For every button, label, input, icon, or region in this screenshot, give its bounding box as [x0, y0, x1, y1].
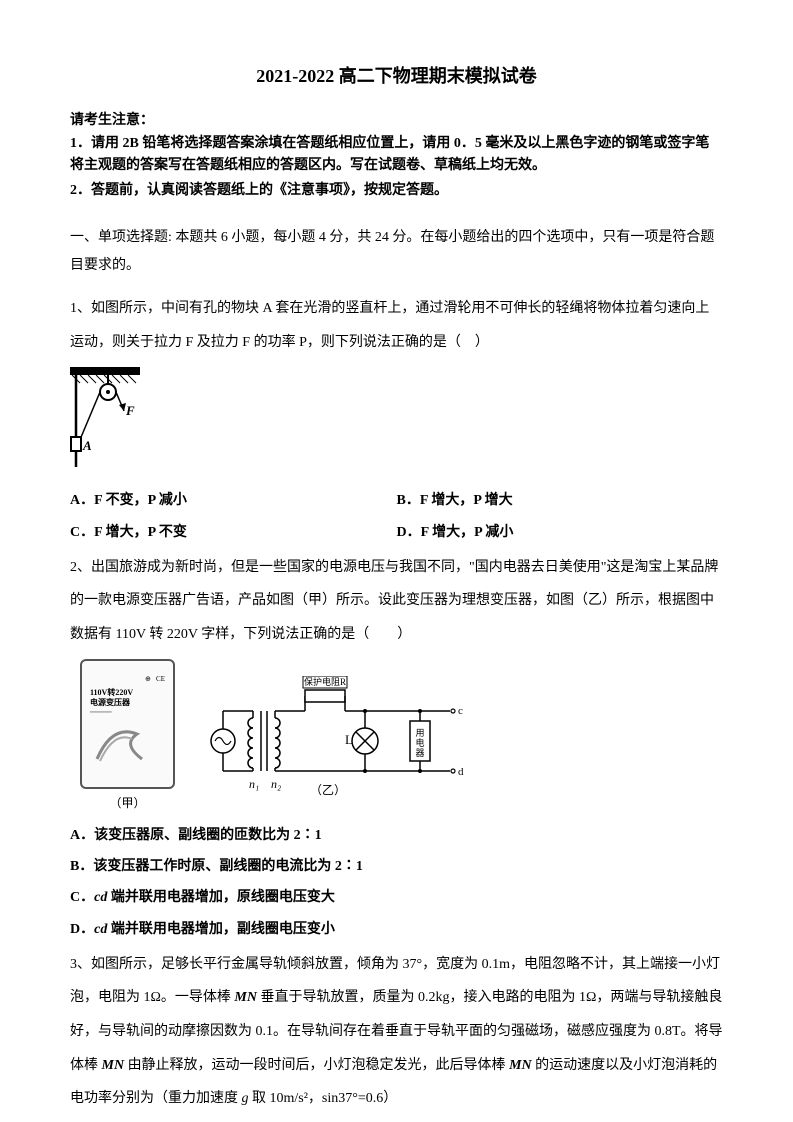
q2-option-c: C．cd 端并联用电器增加，原线圈电压变大 — [70, 885, 723, 910]
svg-text:器: 器 — [415, 748, 424, 758]
product-label-area: ⊕ CE 110V转220V 电源变压器 ━━━━━━ — [90, 675, 165, 718]
page-title: 2021-2022 高二下物理期末模拟试卷 — [70, 60, 723, 92]
q1-options-row-1: A．F 不变，P 减小 B．F 增大，P 增大 — [70, 488, 723, 513]
n2-label: n₂ — [271, 777, 281, 791]
q2-option-b: B．该变压器工作时原、副线圈的电流比为 2∶1 — [70, 854, 723, 879]
circuit-diagram: 保护电阻R c d L 用 电 器 — [205, 676, 465, 806]
notice-2: 2．答题前，认真阅读答题纸上的《注意事项》，按规定答题。 — [70, 180, 723, 202]
notice-header: 请考生注意： — [70, 110, 723, 132]
n1-label: n₁ — [249, 777, 259, 791]
q1-option-b: B．F 增大，P 增大 — [397, 488, 724, 513]
svg-text:电: 电 — [415, 737, 424, 748]
q1-option-a: A．F 不变，P 减小 — [70, 488, 397, 513]
question-1-text: 1、如图所示，中间有孔的物块 A 套在光滑的竖直杆上，通过滑轮用不可伸长的轻绳将… — [70, 292, 723, 359]
q2c-cd: cd — [94, 890, 107, 905]
question-2-figures: ⊕ CE 110V转220V 电源变压器 ━━━━━━ （甲） — [80, 659, 723, 815]
resistor-label: 保护电阻R — [304, 676, 346, 687]
svg-text:用: 用 — [415, 728, 424, 738]
q3-mn2: MN — [102, 1058, 125, 1073]
terminal-d: d — [458, 766, 464, 778]
q1-options-row-2: C．F 增大，P 不变 D．F 增大，P 减小 — [70, 520, 723, 545]
caption-yi: （乙） — [310, 783, 346, 797]
question-3-text: 3、如图所示，足够长平行金属导轨倾斜放置，倾角为 37°，宽度为 0.1m，电阻… — [70, 948, 723, 1116]
product-box: ⊕ CE 110V转220V 电源变压器 ━━━━━━ — [80, 659, 175, 789]
q2c-rest: 端并联用电器增加，原线圈电压变大 — [107, 890, 335, 905]
lamp-label: L — [345, 732, 353, 747]
question-1-figure: F A — [70, 367, 723, 476]
q1-option-d: D．F 增大，P 减小 — [397, 520, 724, 545]
product-figure: ⊕ CE 110V转220V 电源变压器 ━━━━━━ （甲） — [80, 659, 175, 815]
q3-g: g — [242, 1091, 249, 1106]
label-f: F — [125, 403, 135, 418]
section-1-intro: 一、单项选择题: 本题共 6 小题，每小题 4 分，共 24 分。在每小题给出的… — [70, 224, 723, 280]
q3-mn1: MN — [234, 990, 257, 1005]
q1-option-c: C．F 增大，P 不变 — [70, 520, 397, 545]
q2-option-a: A．该变压器原、副线圈的匝数比为 2∶1 — [70, 823, 723, 848]
terminal-c: c — [458, 705, 463, 717]
question-2-text: 2、出国旅游成为新时尚，但是一些国家的电源电压与我国不同，"国内电器去日美使用"… — [70, 551, 723, 652]
q3-p3: 由静止释放，运动一段时间后，小灯泡稳定发光，此后导体棒 — [124, 1058, 509, 1073]
caption-jia: （甲） — [80, 793, 175, 815]
product-line-1: 110V转220V — [90, 688, 165, 698]
q3-mn3: MN — [509, 1058, 532, 1073]
notice-1: 1．请用 2B 铅笔将选择题答案涂填在答题纸相应位置上，请用 0．5 毫米及以上… — [70, 133, 723, 178]
q2-option-d: D．cd 端并联用电器增加，副线圈电压变小 — [70, 917, 723, 942]
pulley-diagram: F A — [70, 367, 140, 467]
swirl-icon — [92, 719, 152, 769]
q2d-cd: cd — [94, 922, 107, 937]
circuit-figure: 保护电阻R c d L 用 电 器 — [205, 676, 465, 815]
label-a: A — [82, 438, 92, 453]
q3-p5: 取 10m/s²，sin37°=0.6） — [249, 1091, 398, 1106]
q2c-prefix: C． — [70, 890, 94, 905]
q2d-rest: 端并联用电器增加，副线圈电压变小 — [107, 922, 335, 937]
product-line-2: 电源变压器 — [90, 698, 165, 708]
q2d-prefix: D． — [70, 922, 94, 937]
